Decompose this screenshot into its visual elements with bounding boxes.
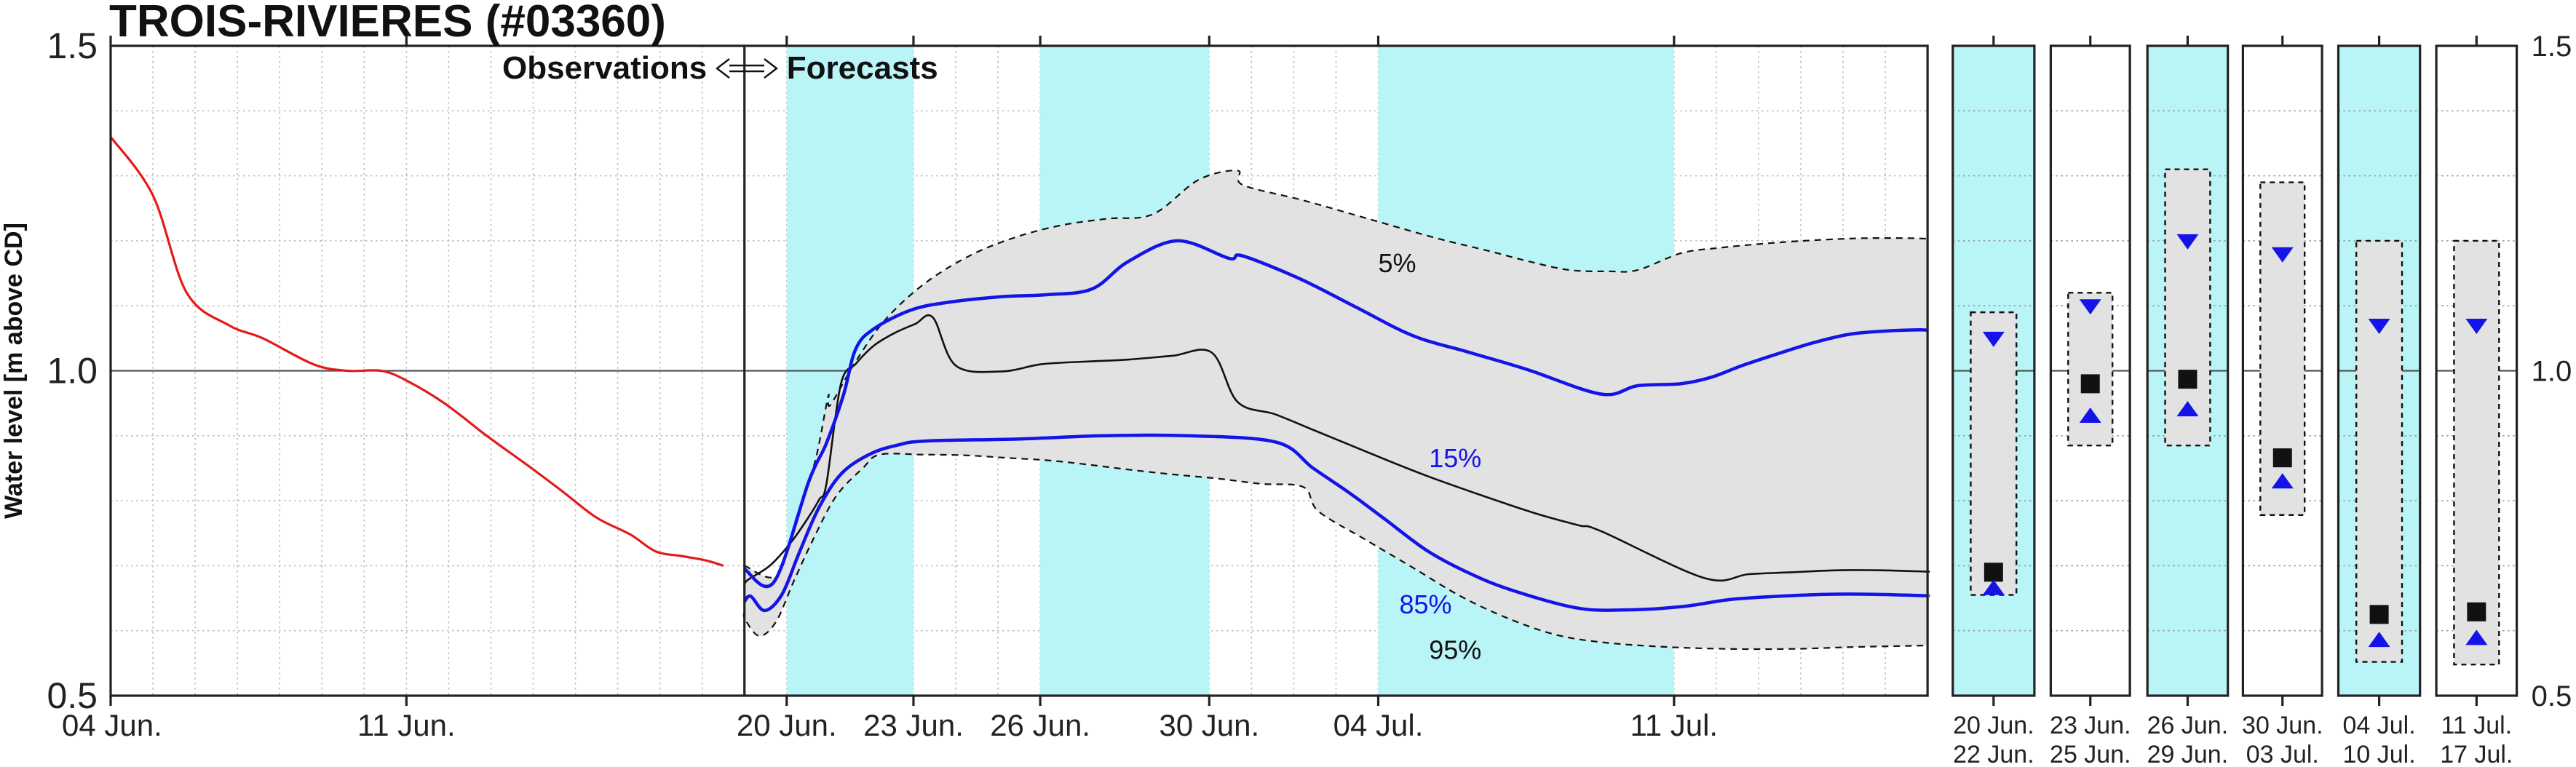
svg-text:26 Jun.: 26 Jun.: [990, 708, 1090, 742]
svg-text:04 Jun.: 04 Jun.: [62, 708, 162, 742]
svg-text:25 Jun.: 25 Jun.: [2050, 741, 2131, 767]
svg-text:23 Jun.: 23 Jun.: [2050, 712, 2131, 739]
svg-text:04 Jul.: 04 Jul.: [1333, 708, 1424, 742]
svg-text:1.5: 1.5: [47, 25, 98, 66]
svg-text:15%: 15%: [1429, 443, 1481, 473]
svg-text:20 Jun.: 20 Jun.: [1953, 712, 2034, 739]
svg-text:TROIS-RIVIERES (#03360): TROIS-RIVIERES (#03360): [109, 0, 666, 47]
svg-text:26 Jun.: 26 Jun.: [2147, 712, 2229, 739]
svg-text:11 Jul.: 11 Jul.: [2441, 712, 2512, 739]
svg-text:Water level [m above CD]: Water level [m above CD]: [0, 223, 28, 519]
svg-text:1.0: 1.0: [47, 351, 98, 392]
svg-text:1.5: 1.5: [2532, 31, 2572, 63]
svg-text:30 Jun.: 30 Jun.: [1159, 708, 1259, 742]
svg-text:11 Jul.: 11 Jul.: [1630, 708, 1718, 742]
svg-text:20 Jun.: 20 Jun.: [737, 708, 837, 742]
svg-text:22 Jun.: 22 Jun.: [1953, 741, 2034, 767]
svg-text:03 Jul.: 03 Jul.: [2246, 741, 2319, 767]
svg-text:29 Jun.: 29 Jun.: [2147, 741, 2229, 767]
svg-text:95%: 95%: [1429, 635, 1481, 665]
svg-text:5%: 5%: [1379, 248, 1416, 278]
svg-text:11 Jun.: 11 Jun.: [357, 708, 456, 742]
svg-text:1.0: 1.0: [2532, 356, 2572, 388]
svg-text:0.5: 0.5: [2532, 680, 2572, 712]
svg-text:17 Jul.: 17 Jul.: [2440, 741, 2513, 767]
svg-text:23 Jun.: 23 Jun.: [863, 708, 964, 742]
svg-text:Forecasts: Forecasts: [787, 50, 938, 86]
svg-text:85%: 85%: [1400, 589, 1452, 619]
svg-text:Observations: Observations: [502, 50, 707, 86]
svg-text:30 Jun.: 30 Jun.: [2242, 712, 2323, 739]
svg-text:10 Jul.: 10 Jul.: [2343, 741, 2416, 767]
svg-text:04 Jul.: 04 Jul.: [2343, 712, 2416, 739]
